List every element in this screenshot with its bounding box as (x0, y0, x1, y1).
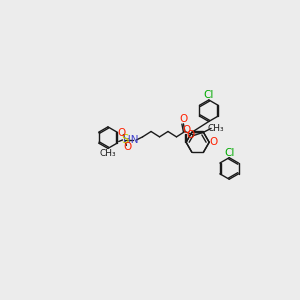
Text: O: O (186, 130, 194, 140)
Text: Cl: Cl (204, 90, 214, 100)
Text: CH₃: CH₃ (100, 148, 116, 158)
Text: O: O (124, 142, 132, 152)
Text: S: S (121, 134, 129, 146)
Text: CH₃: CH₃ (207, 124, 224, 133)
Text: Cl: Cl (224, 148, 234, 158)
Text: O: O (182, 125, 190, 135)
Text: HN: HN (123, 135, 139, 145)
Text: O: O (209, 137, 217, 147)
Text: O: O (179, 114, 188, 124)
Text: O: O (118, 128, 126, 138)
